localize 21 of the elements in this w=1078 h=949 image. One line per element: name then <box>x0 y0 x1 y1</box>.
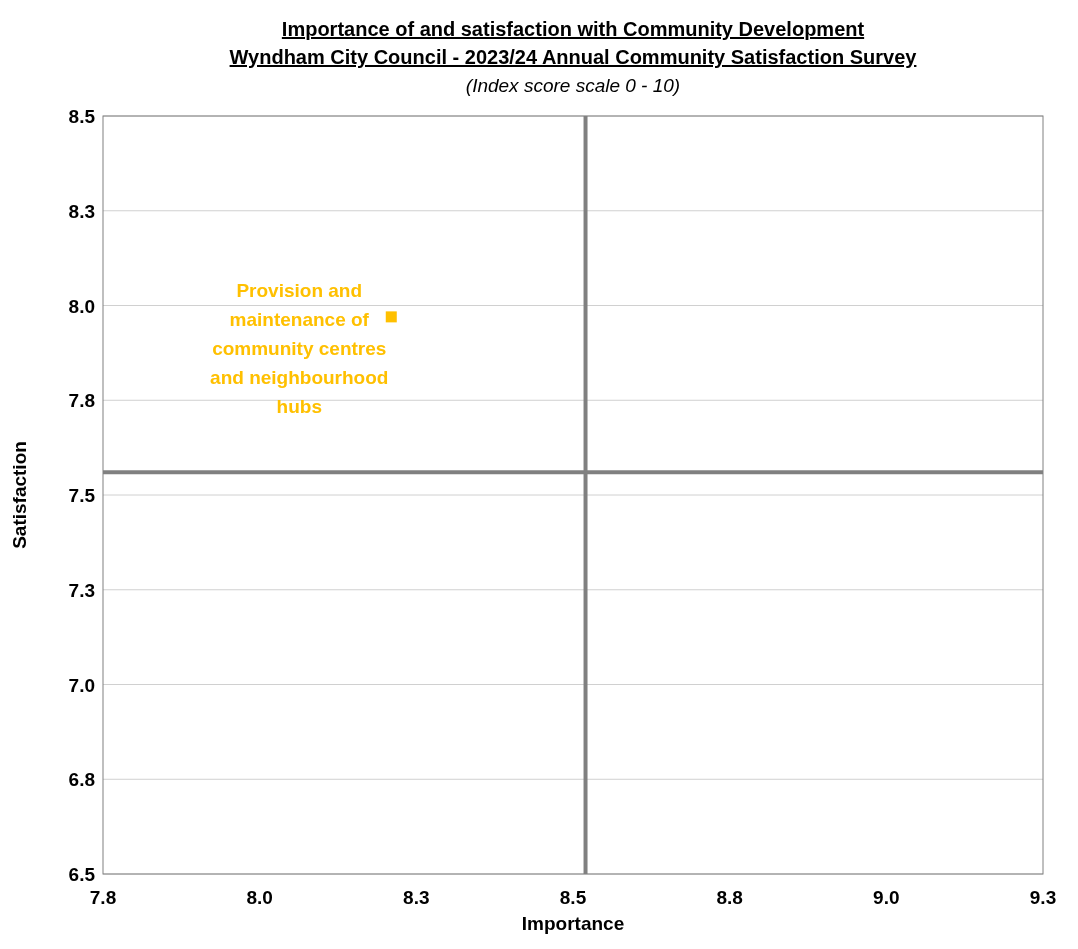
x-tick-label: 7.8 <box>89 887 117 908</box>
y-tick-label: 8.5 <box>68 106 96 127</box>
y-axis-title: Satisfaction <box>9 441 30 549</box>
y-tick-label: 7.5 <box>68 485 96 506</box>
x-tick-label: 9.0 <box>873 887 900 908</box>
y-tick-label: 7.0 <box>68 674 95 696</box>
x-tick-label: 8.3 <box>403 887 430 908</box>
x-tick-label: 8.8 <box>716 887 743 908</box>
y-tick-label: 7.3 <box>68 579 95 601</box>
x-tick-label: 9.3 <box>1029 887 1057 908</box>
x-axis-title: Importance <box>521 913 625 934</box>
y-tick-label: 7.8 <box>68 390 95 412</box>
annotation: Provision and maintenance of community centres and neighbourhood hubs <box>210 279 389 417</box>
chart-title: Importance of and satisfaction with Community Development Wyndham City Council - 2023/24 Annual Community Satisfaction Survey <box>229 18 918 68</box>
y-tick-label: 6.8 <box>68 769 95 791</box>
x-tick-label: 8.5 <box>559 887 587 908</box>
y-tick-label: 8.0 <box>68 295 95 317</box>
x-tick-label: 8.0 <box>246 887 273 908</box>
y-tick-label: 6.5 <box>68 864 96 885</box>
y-tick-label: 8.3 <box>68 200 95 222</box>
chart-subtitle: (Index score scale 0 - 10) <box>465 75 681 96</box>
